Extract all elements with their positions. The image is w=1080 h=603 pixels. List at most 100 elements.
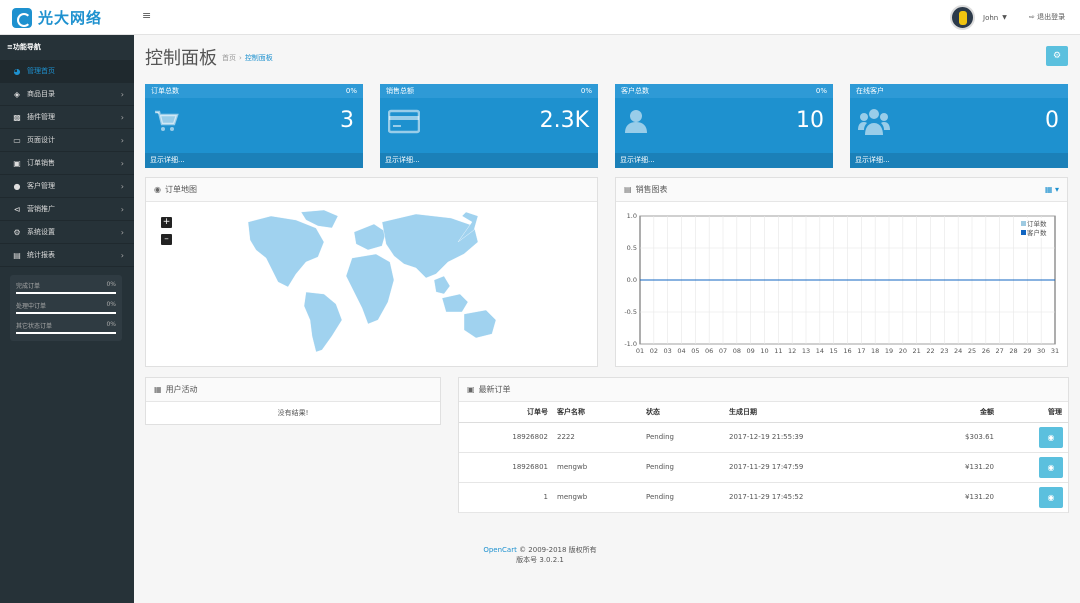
- avatar[interactable]: [950, 5, 975, 30]
- stat-complete: 完成订单 0%: [16, 279, 116, 299]
- customer-name: mengwb: [551, 482, 641, 513]
- sidebar-title: ≡功能导航: [0, 35, 134, 60]
- chart-x-tick-label: 07: [719, 347, 727, 355]
- world-map-shape: [247, 209, 497, 353]
- tile-value: 2.3K: [539, 108, 589, 133]
- empty-message: 没有结果!: [277, 409, 309, 417]
- chart-panel: ▤ 销售图表 ▦ ▾ 01 02 03 04 05 06 07 08 09 10 11 12 13 14 15 1…: [615, 177, 1068, 367]
- legend-label: 订单数: [1027, 219, 1047, 228]
- tile-percent: 0%: [815, 87, 827, 95]
- zoom-in-button[interactable]: +: [161, 217, 172, 228]
- tile-online-customers: 在线客户 0 显示详细...: [850, 84, 1068, 168]
- eye-icon: ◉: [1047, 492, 1055, 502]
- tile-total-sales: 销售总额 0% 2.3K 显示详细...: [380, 84, 598, 168]
- stat-value: 0%: [106, 301, 116, 308]
- chart-x-tick-label: 13: [802, 347, 810, 355]
- chart-x-tick-label: 17: [857, 347, 865, 355]
- chevron-right-icon: ›: [120, 159, 124, 168]
- stat-label: 其它状态订单: [16, 323, 53, 330]
- view-order-button[interactable]: ◉: [1039, 426, 1063, 448]
- breadcrumb-home[interactable]: 首页: [222, 54, 236, 62]
- logout-link[interactable]: ⇨ 退出登录: [1029, 12, 1065, 22]
- sidebar-item-sales[interactable]: ▣ 订单销售 ›: [0, 152, 134, 175]
- chart-x-tick-label: 14: [816, 347, 824, 355]
- cart-icon: ▣: [467, 385, 475, 394]
- sidebar-item-marketing[interactable]: ⊲ 营销推广 ›: [0, 198, 134, 221]
- stat-other: 其它状态订单 0%: [16, 319, 116, 339]
- calendar-dropdown-icon[interactable]: ▦ ▾: [1044, 185, 1059, 194]
- user-menu[interactable]: John ▼: [950, 5, 1007, 30]
- chart-x-tick-label: 30: [1037, 347, 1045, 355]
- chart-x-tick-label: 19: [885, 347, 893, 355]
- progress-bar: [16, 332, 116, 334]
- user-icon: [625, 110, 647, 133]
- chart-x-tick-label: 27: [996, 347, 1004, 355]
- tile-value: 3: [340, 108, 354, 133]
- tile-details-link[interactable]: 显示详细...: [615, 153, 833, 168]
- tile-details-link[interactable]: 显示详细...: [145, 153, 363, 168]
- activity-panel: ▦ 用户活动 没有结果!: [145, 377, 441, 425]
- tile-title: 销售总额: [386, 87, 414, 95]
- chart-x-tick-label: 24: [954, 347, 962, 355]
- sidebar-item-customers[interactable]: ● 客户管理 ›: [0, 175, 134, 198]
- dashboard-icon: ◕: [13, 66, 21, 76]
- zoom-out-button[interactable]: –: [161, 234, 172, 245]
- order-id: 18926802: [459, 422, 551, 453]
- brand-name: 光大网络: [38, 9, 103, 27]
- tile-heading: 客户总数 0%: [615, 84, 833, 98]
- users-icon: [858, 109, 890, 135]
- tile-value: 0: [1045, 108, 1059, 133]
- chevron-right-icon: ›: [120, 90, 124, 99]
- calendar-icon: ▦: [154, 385, 162, 394]
- puzzle-icon: ▩: [13, 112, 21, 122]
- tile-heading: 在线客户: [850, 84, 1068, 98]
- sidebar-item-catalog[interactable]: ◈ 商品目录 ›: [0, 83, 134, 106]
- chevron-right-icon: ›: [120, 205, 124, 214]
- eye-icon: ◉: [1047, 462, 1055, 472]
- sidebar-item-system[interactable]: ⚙ 系统设置 ›: [0, 221, 134, 244]
- cog-icon: ⚙: [13, 227, 21, 237]
- tile-details-link[interactable]: 显示详细...: [850, 153, 1068, 168]
- chart-x-tick-label: 31: [1051, 347, 1059, 355]
- world-map[interactable]: + –: [146, 202, 597, 367]
- user-name[interactable]: John: [983, 13, 999, 22]
- gear-icon: ⚙: [1052, 51, 1062, 61]
- chart-x-tick-label: 22: [926, 347, 934, 355]
- breadcrumb-current[interactable]: 控制面板: [244, 54, 273, 62]
- sidebar-item-design[interactable]: ▭ 页面设计 ›: [0, 129, 134, 152]
- chart-x-tick-label: 04: [677, 347, 685, 355]
- tile-body: 3: [145, 98, 363, 153]
- chevron-right-icon: ›: [120, 228, 124, 237]
- stat-processing: 处理中订单 0%: [16, 299, 116, 319]
- logo[interactable]: 光大网络: [0, 0, 134, 35]
- opencart-link[interactable]: OpenCart: [483, 546, 517, 554]
- view-cell: ◉: [996, 422, 1068, 453]
- chart-y-tick-label: -0.5: [624, 308, 637, 316]
- view-order-button[interactable]: ◉: [1039, 456, 1063, 478]
- sidebar-item-label: 页面设计: [27, 135, 55, 144]
- sidebar-item-reports[interactable]: ▤ 统计报表 ›: [0, 244, 134, 267]
- panel-heading: ▣ 最新订单: [459, 378, 1068, 402]
- top-header: 光大网络 ≡ John ▼ ⇨ 退出登录: [0, 0, 1080, 35]
- table-header-row: 订单号 客户名称 状态 生成日期 金额 管理: [459, 402, 1068, 423]
- progress-bar: [16, 312, 116, 314]
- footer: OpenCart © 2009-2018 版权所有 版本号 3.0.2.1: [134, 545, 946, 565]
- sidebar-item-extensions[interactable]: ▩ 插件管理 ›: [0, 106, 134, 129]
- tile-total-orders: 订单总数 0% 3 显示详细...: [145, 84, 363, 168]
- caret-down-icon[interactable]: ▼: [1002, 14, 1007, 21]
- sidebar-item-dashboard[interactable]: ◕ 管理首页: [0, 60, 134, 83]
- settings-button[interactable]: ⚙: [1046, 46, 1068, 66]
- order-total: $303.61: [879, 422, 996, 453]
- view-order-button[interactable]: ◉: [1039, 486, 1063, 508]
- tile-details-link[interactable]: 显示详细...: [380, 153, 598, 168]
- latest-orders-panel: ▣ 最新订单 订单号 客户名称 状态 生成日期 金额 管理 18926802 22…: [458, 377, 1069, 513]
- tile-body: 0: [850, 98, 1068, 153]
- panel-title: 销售图表: [635, 185, 668, 194]
- column-header: 订单号: [459, 402, 551, 423]
- order-date: 2017-11-29 17:47:59: [723, 452, 879, 483]
- order-total: ¥131.20: [879, 452, 996, 483]
- chart-x-tick-label: 10: [760, 347, 768, 355]
- order-status: Pending: [641, 482, 723, 513]
- stat-value: 0%: [106, 321, 116, 328]
- menu-toggle-icon[interactable]: ≡: [142, 9, 152, 22]
